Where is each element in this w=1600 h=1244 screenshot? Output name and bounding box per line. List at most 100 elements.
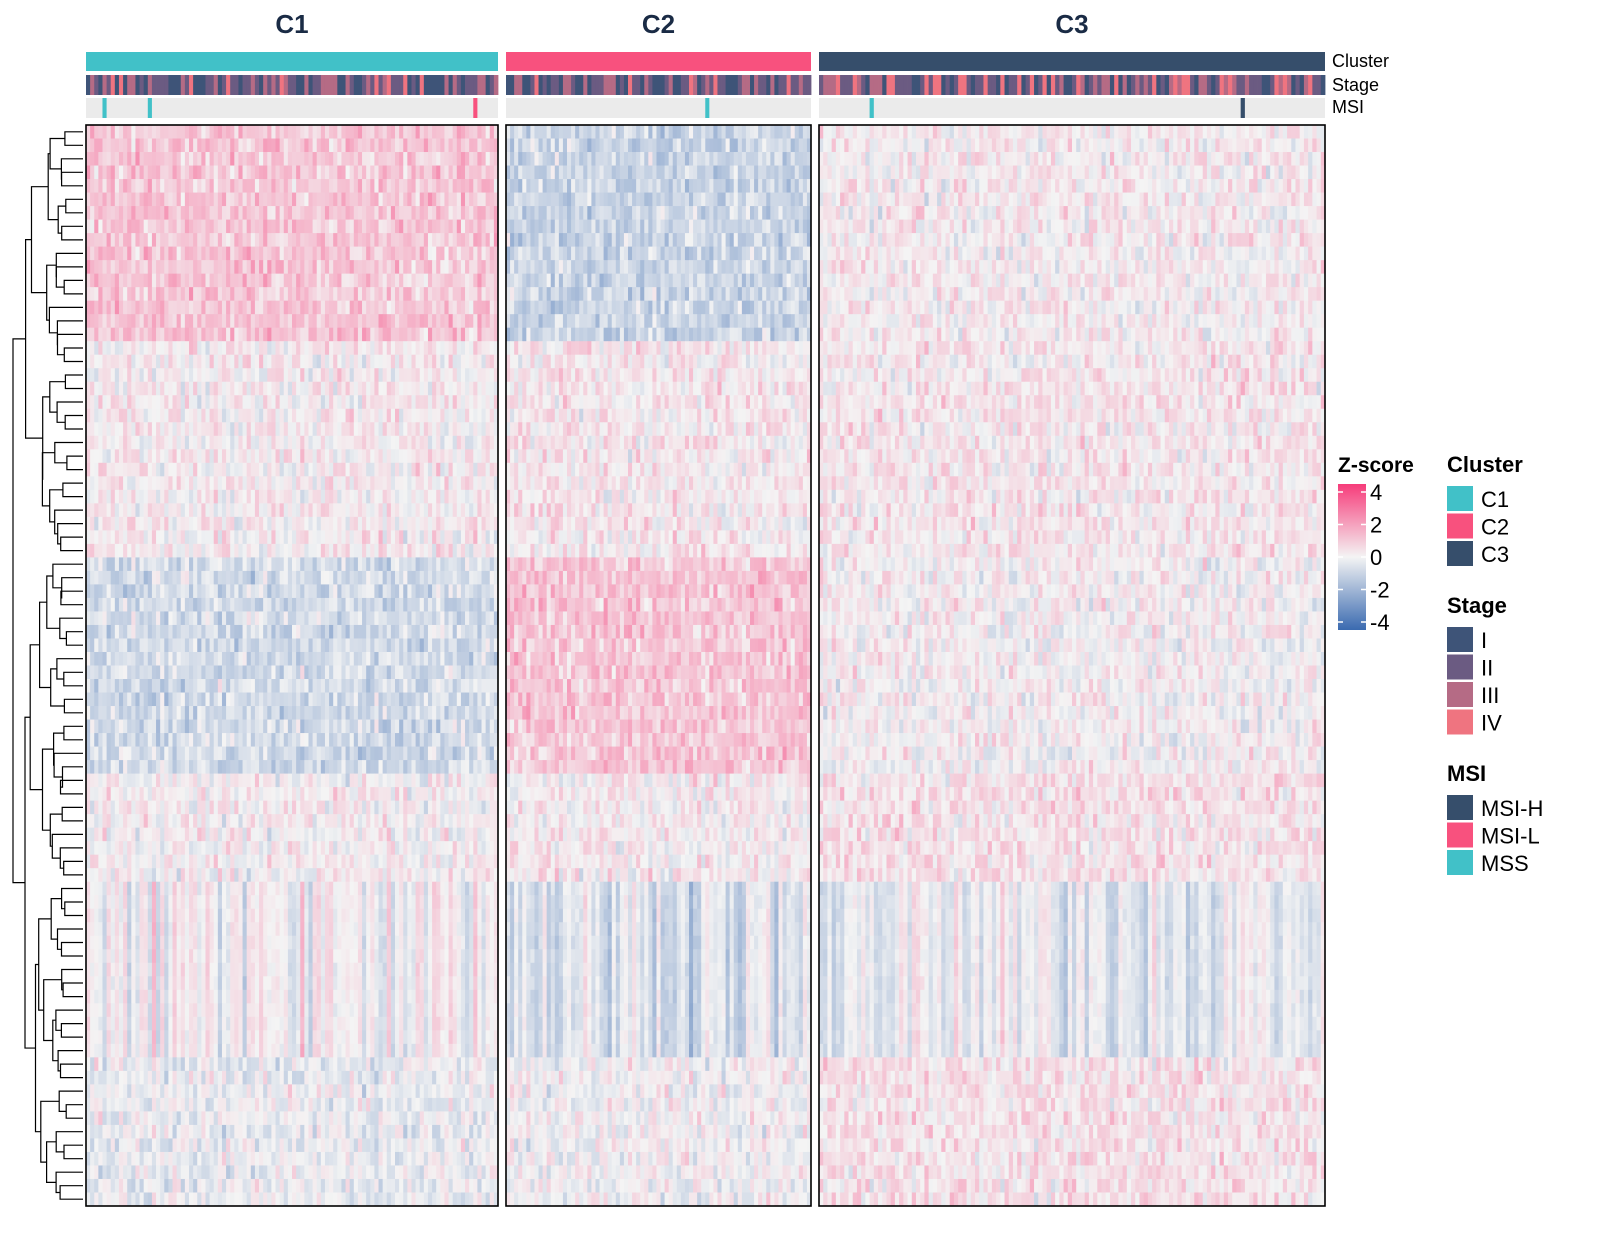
heatmap-cell — [415, 395, 421, 410]
heatmap-cell — [238, 692, 243, 707]
heatmap-cell — [217, 638, 223, 653]
heatmap-cell — [287, 179, 293, 193]
heatmap-cell — [205, 192, 210, 207]
heatmap-cell — [407, 435, 412, 450]
heatmap-cell — [164, 557, 169, 572]
heatmap-cell — [378, 233, 384, 248]
msi-annotation-track — [86, 98, 498, 118]
heatmap-cell — [147, 314, 153, 329]
heatmap-cell — [143, 300, 149, 315]
heatmap-cell — [419, 152, 425, 166]
heatmap-cell — [164, 206, 169, 220]
heatmap-cell — [427, 692, 433, 707]
heatmap-cell — [316, 462, 322, 477]
heatmap-cell — [341, 692, 346, 707]
heatmap-cell — [427, 395, 433, 410]
heatmap-cell — [102, 760, 107, 774]
heatmap-cell — [460, 651, 466, 666]
heatmap-cell — [90, 165, 95, 180]
heatmap-cell — [267, 462, 272, 477]
heatmap-cell — [415, 746, 421, 761]
heatmap-cell — [411, 597, 416, 612]
heatmap-cell — [94, 516, 99, 531]
heatmap-cell — [201, 719, 206, 734]
heatmap-cell — [242, 408, 248, 423]
heatmap-cell — [419, 611, 425, 626]
heatmap-cell — [357, 395, 363, 410]
heatmap-cell — [436, 435, 441, 450]
heatmap-cell — [432, 422, 437, 437]
heatmap-cell — [209, 435, 215, 450]
heatmap-cell — [370, 557, 375, 572]
stage-cell — [337, 75, 342, 95]
heatmap-cell — [193, 489, 198, 504]
heatmap-cell — [275, 368, 281, 383]
heatmap-cell — [201, 152, 206, 166]
heatmap-cell — [316, 327, 322, 342]
heatmap-cell — [481, 692, 487, 707]
heatmap-cell — [320, 287, 326, 302]
heatmap-cell — [432, 179, 437, 193]
heatmap-cell — [180, 206, 186, 220]
heatmap-cell — [275, 422, 281, 437]
heatmap-cell — [415, 584, 421, 599]
heatmap-cell — [226, 273, 231, 288]
heatmap-cell — [221, 435, 227, 450]
heatmap-cell — [440, 746, 445, 761]
heatmap-cell — [452, 692, 458, 707]
heatmap-cell — [477, 611, 482, 626]
stage-cell — [94, 75, 99, 95]
heatmap-cell — [114, 597, 120, 612]
heatmap-cell — [242, 543, 248, 558]
heatmap-cell — [349, 665, 355, 680]
heatmap-cell — [345, 300, 351, 315]
heatmap-cell — [238, 341, 243, 356]
heatmap-cell — [123, 314, 128, 329]
heatmap-cell — [213, 381, 219, 396]
heatmap-cell — [254, 341, 260, 356]
heatmap-cell — [349, 179, 355, 193]
heatmap-cell — [489, 449, 495, 464]
heatmap-cell — [337, 760, 342, 774]
heatmap-cell — [213, 570, 219, 585]
heatmap-cell — [452, 408, 458, 423]
heatmap-cell — [102, 125, 107, 139]
heatmap-cell — [292, 152, 297, 166]
heatmap-cell — [460, 530, 466, 545]
heatmap-cell — [94, 489, 99, 504]
heatmap-cell — [448, 638, 454, 653]
heatmap-cell — [465, 368, 470, 383]
heatmap-cell — [147, 611, 153, 626]
heatmap-cell — [86, 341, 91, 356]
heatmap-cell — [370, 395, 375, 410]
heatmap-cell — [184, 233, 190, 248]
heatmap-cell — [172, 503, 178, 518]
heatmap-cell — [460, 287, 466, 302]
heatmap-cell — [329, 557, 334, 572]
stage-cell — [296, 75, 301, 95]
heatmap-cell — [180, 597, 186, 612]
heatmap-cell — [118, 273, 124, 288]
heatmap-cell — [407, 679, 412, 693]
heatmap-cell — [477, 638, 482, 653]
heatmap-cell — [345, 679, 351, 693]
heatmap-cell — [151, 449, 157, 464]
heatmap-cell — [139, 706, 145, 720]
heatmap-cell — [135, 192, 140, 207]
heatmap-cell — [263, 219, 268, 234]
heatmap-cell — [333, 462, 338, 477]
heatmap-cell — [395, 530, 400, 545]
heatmap-cell — [419, 462, 425, 477]
heatmap-cell — [427, 260, 433, 275]
heatmap-cell — [390, 543, 396, 558]
msi-mark-msi-l — [473, 98, 478, 118]
heatmap-cell — [168, 287, 173, 302]
heatmap-cell — [197, 260, 202, 275]
heatmap-cell — [127, 179, 132, 193]
dendrogram-branch — [42, 396, 50, 480]
heatmap-cell — [349, 449, 355, 464]
heatmap-cell — [493, 287, 499, 302]
heatmap-cell — [160, 138, 165, 153]
heatmap-cell — [176, 557, 182, 572]
heatmap-cell — [333, 273, 338, 288]
